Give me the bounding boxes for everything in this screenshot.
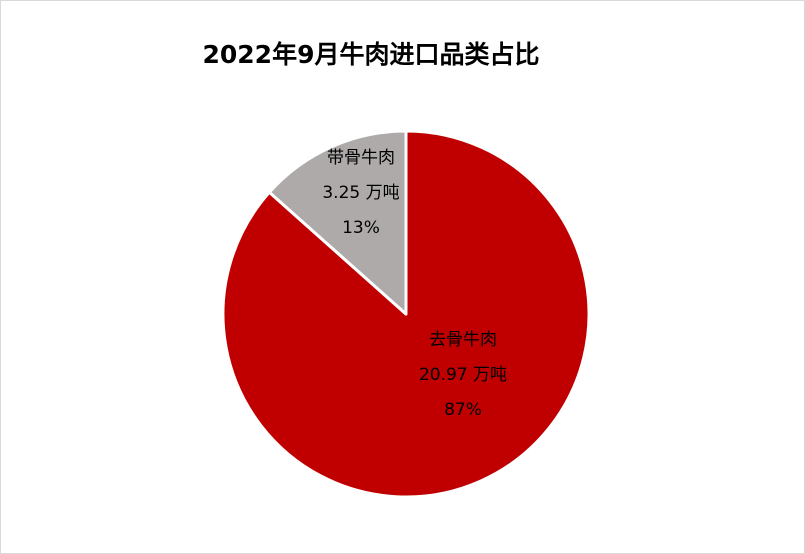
slice-label-name: 去骨牛肉	[429, 330, 497, 350]
pie-slice-0	[221, 129, 591, 499]
pie-slice-1	[267, 129, 408, 316]
slice-label-percent: 87%	[444, 400, 482, 420]
slice-label-value: 3.25 万吨	[322, 183, 399, 203]
slice-label-percent: 13%	[342, 218, 380, 238]
slice-label-name: 带骨牛肉	[327, 148, 395, 168]
slice-label-value: 20.97 万吨	[419, 365, 507, 385]
chart-title: 2022年9月牛肉进口品类占比	[202, 40, 540, 69]
